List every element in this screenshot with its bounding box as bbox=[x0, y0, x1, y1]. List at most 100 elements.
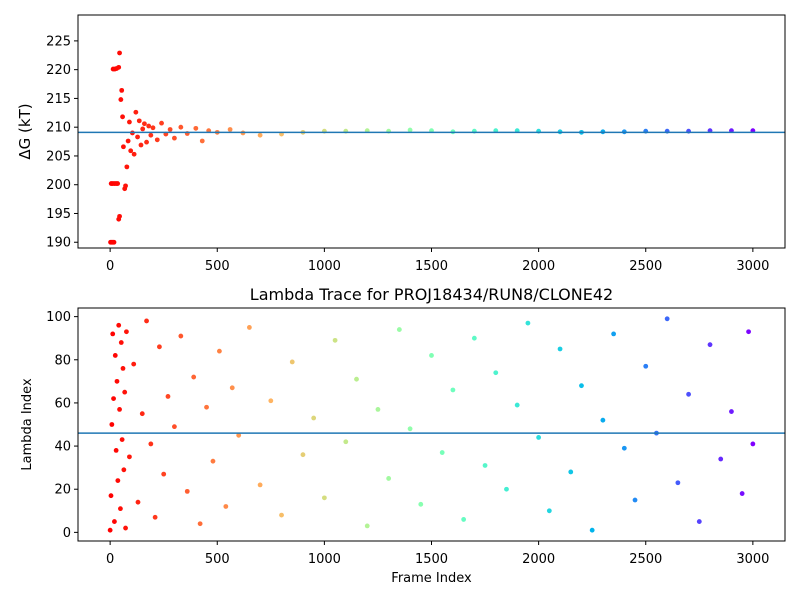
data-point bbox=[514, 402, 520, 408]
data-point bbox=[107, 527, 113, 533]
data-point bbox=[120, 114, 125, 120]
data-point bbox=[227, 127, 233, 132]
lambda-trace-panel: Lambda Trace for PROJ18434/RUN8/CLONE42 … bbox=[20, 285, 786, 586]
data-point bbox=[124, 164, 130, 170]
data-point bbox=[121, 467, 127, 473]
data-point bbox=[110, 331, 116, 337]
data-point bbox=[707, 342, 713, 348]
data-point bbox=[125, 138, 131, 144]
data-point bbox=[246, 325, 252, 330]
data-point bbox=[144, 139, 149, 145]
data-point bbox=[142, 121, 147, 127]
data-point bbox=[178, 124, 184, 130]
data-point bbox=[729, 409, 734, 414]
delta-g-panel: 0 500 1000 1500 2000 2500 3000 190 195 200 205 210… bbox=[16, 14, 786, 274]
data-point bbox=[118, 340, 124, 345]
lambda-trace-title: Lambda Trace for PROJ18434/RUN8/CLONE42 bbox=[250, 285, 613, 304]
data-point bbox=[746, 329, 751, 335]
data-point bbox=[375, 407, 381, 412]
data-point bbox=[148, 441, 154, 447]
data-point bbox=[407, 127, 413, 133]
data-point bbox=[165, 394, 171, 399]
data-point bbox=[115, 181, 121, 186]
data-point bbox=[111, 396, 116, 402]
data-point bbox=[450, 387, 456, 393]
data-point bbox=[525, 320, 531, 326]
data-point bbox=[117, 50, 122, 56]
data-point bbox=[696, 519, 702, 524]
data-point bbox=[557, 346, 563, 352]
x-tick-label: 1000 bbox=[308, 552, 341, 567]
data-point bbox=[589, 527, 595, 533]
data-point bbox=[146, 123, 152, 129]
data-point bbox=[396, 327, 402, 332]
lambda-trace-y-axis-label: Lambda Index bbox=[20, 378, 35, 471]
data-point bbox=[124, 329, 129, 335]
x-tick-label: 3000 bbox=[736, 259, 769, 274]
data-point bbox=[343, 439, 349, 445]
data-point bbox=[139, 411, 145, 417]
data-point bbox=[675, 480, 681, 486]
data-point bbox=[217, 348, 222, 354]
data-point bbox=[167, 127, 173, 132]
data-point bbox=[127, 454, 132, 460]
data-point bbox=[172, 424, 177, 430]
data-point bbox=[184, 488, 190, 494]
data-point bbox=[300, 452, 306, 458]
x-tick-label: 500 bbox=[205, 259, 230, 274]
data-point bbox=[632, 497, 638, 503]
data-point bbox=[536, 435, 542, 440]
data-point bbox=[116, 322, 122, 328]
data-point bbox=[199, 138, 205, 144]
data-point bbox=[210, 458, 216, 464]
x-tick-label: 1500 bbox=[415, 552, 448, 567]
data-point bbox=[109, 422, 115, 427]
lambda-trace-points bbox=[107, 316, 756, 533]
data-point bbox=[131, 361, 137, 367]
data-point bbox=[257, 482, 263, 488]
data-point bbox=[116, 64, 122, 70]
y-tick-label: 195 bbox=[46, 207, 71, 222]
data-point bbox=[718, 456, 724, 462]
data-point bbox=[150, 125, 156, 131]
data-point bbox=[138, 142, 144, 148]
delta-g-y-ticks: 190 195 200 205 210 215 220 225 bbox=[46, 34, 78, 251]
data-point bbox=[739, 491, 745, 496]
data-point bbox=[664, 316, 670, 322]
y-tick-label: 0 bbox=[63, 526, 71, 541]
data-point bbox=[121, 144, 126, 150]
y-tick-label: 200 bbox=[46, 178, 71, 193]
x-tick-label: 3000 bbox=[736, 552, 769, 567]
data-point bbox=[643, 363, 649, 369]
data-point bbox=[611, 331, 617, 337]
data-point bbox=[354, 376, 359, 382]
x-tick-label: 2000 bbox=[522, 259, 555, 274]
data-point bbox=[161, 471, 167, 477]
data-point bbox=[113, 447, 119, 453]
data-point bbox=[112, 353, 118, 358]
y-tick-label: 205 bbox=[46, 149, 71, 164]
data-point bbox=[750, 441, 756, 447]
data-point bbox=[127, 119, 132, 125]
data-point bbox=[600, 417, 606, 423]
data-point bbox=[157, 344, 162, 350]
data-point bbox=[386, 476, 392, 481]
y-tick-label: 220 bbox=[46, 63, 71, 78]
data-point bbox=[122, 389, 128, 395]
data-point bbox=[140, 126, 146, 132]
data-point bbox=[236, 432, 242, 438]
data-point bbox=[407, 426, 413, 432]
data-point bbox=[135, 134, 140, 140]
data-point bbox=[144, 318, 149, 324]
data-point bbox=[197, 521, 203, 527]
data-point bbox=[111, 239, 117, 245]
data-point bbox=[148, 132, 154, 138]
data-point bbox=[154, 137, 160, 143]
data-point bbox=[119, 437, 125, 442]
data-point bbox=[123, 183, 128, 189]
x-tick-label: 0 bbox=[106, 552, 114, 567]
data-point bbox=[119, 87, 125, 93]
data-point bbox=[418, 501, 424, 507]
data-point bbox=[118, 506, 123, 512]
